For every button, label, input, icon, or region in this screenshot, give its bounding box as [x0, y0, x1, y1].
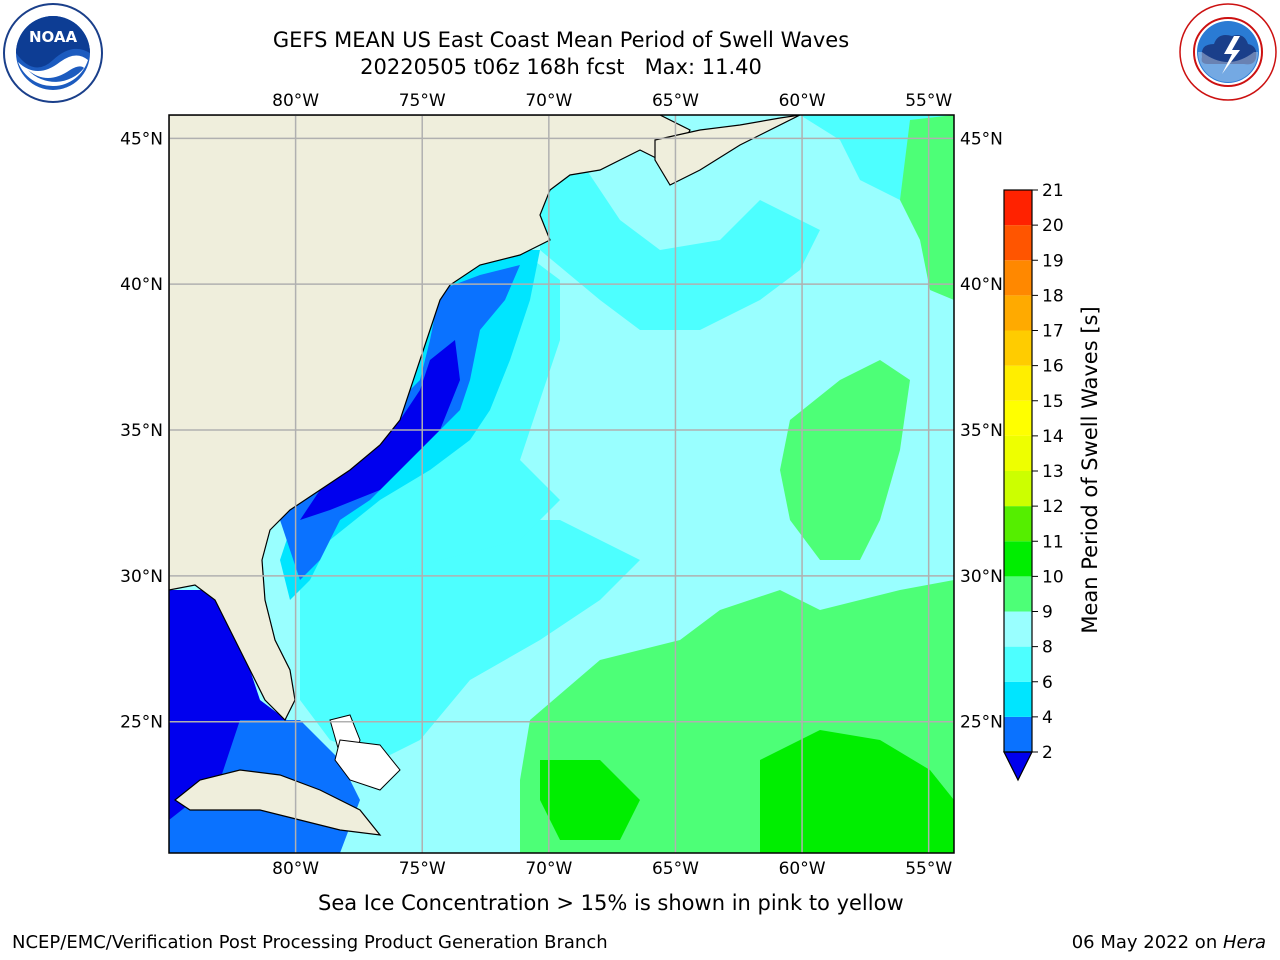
colorbar-tick-label: 16	[1042, 357, 1064, 377]
colorbar-segment	[1004, 646, 1032, 682]
colorbar-tick-label: 2	[1042, 743, 1053, 763]
land-cuba	[173, 769, 382, 836]
colorbar-tick-label: 14	[1042, 427, 1064, 447]
colorbar-tick-label: 21	[1042, 181, 1064, 201]
colorbar-segment	[1004, 506, 1032, 542]
colorbar-segment	[1004, 681, 1032, 717]
field-region-6-8-west	[300, 520, 640, 760]
colorbar-segment	[1004, 365, 1032, 401]
lat-tick-label-right: 30°N	[960, 567, 1003, 587]
map-frame	[168, 114, 955, 854]
lon-tick-label-bottom: 60°W	[779, 859, 826, 879]
colorbar-segment	[1004, 190, 1032, 226]
land-north-america	[169, 115, 691, 722]
lon-tick-label-top: 60°W	[779, 91, 826, 111]
colorbar-segment	[1004, 435, 1032, 471]
field-region-9-10-edge	[900, 115, 954, 300]
colorbar-tick-label: 10	[1042, 567, 1064, 587]
lon-tick-label-bottom: 80°W	[272, 859, 319, 879]
lat-tick-label-left: 25°N	[120, 713, 163, 733]
land-nova-scotia	[654, 115, 801, 186]
lon-tick-label-top: 75°W	[399, 91, 446, 111]
lat-tick-label-right: 45°N	[960, 129, 1003, 149]
colorbar-segment	[1004, 400, 1032, 436]
colorbar-label: Mean Period of Swell Waves [s]	[1078, 306, 1102, 633]
field-region-6-8-north	[540, 115, 954, 330]
colorbar-segment	[1004, 471, 1032, 507]
field-region-10-11-west	[540, 760, 640, 840]
lon-tick-label-bottom: 75°W	[399, 859, 446, 879]
lon-tick-label-top: 70°W	[525, 91, 572, 111]
axis-tick-labels: 80°W 80°W 75°W 75°W 70°W 70°W 65°W 65°W 60°W 60°W…	[120, 91, 1003, 879]
lat-tick-label-left: 30°N	[120, 567, 163, 587]
colorbar-segment	[1004, 611, 1032, 647]
colorbar-tick-label: 8	[1042, 638, 1053, 658]
svg-text:NOAA: NOAA	[29, 28, 78, 46]
footer-machine: Hera	[1222, 932, 1266, 953]
colorbar-tick-label: 15	[1042, 392, 1064, 412]
lon-tick-label-top: 65°W	[652, 91, 699, 111]
field-region-10-11	[760, 730, 954, 853]
lon-tick-label-bottom: 55°W	[905, 859, 952, 879]
chart-subtitle: 20220505 t06z 168h fcst Max: 11.40	[360, 55, 762, 79]
land-bahamas-bank	[334, 739, 401, 791]
colorbar-tick-label: 9	[1042, 603, 1053, 623]
colorbar-tick-label: 18	[1042, 286, 1064, 306]
colorbar-tick-label: 17	[1042, 322, 1064, 342]
field-region-9-10-northeast	[780, 360, 910, 560]
colorbar-segment	[1004, 576, 1032, 612]
colorbar-tick-label: 19	[1042, 251, 1064, 271]
lat-tick-label-right: 25°N	[960, 713, 1003, 733]
lat-tick-label-left: 35°N	[120, 421, 163, 441]
footer-date-text: 06 May 2022 on	[1071, 932, 1223, 953]
colorbar-tick-label: 12	[1042, 497, 1064, 517]
colorbar-tick-label: 13	[1042, 462, 1064, 482]
noaa-logo: NOAA	[3, 3, 103, 103]
lat-tick-label-left: 45°N	[120, 129, 163, 149]
colorbar-segment	[1004, 260, 1032, 296]
lat-tick-label-left: 40°N	[120, 275, 163, 295]
nws-logo	[1179, 3, 1277, 101]
lon-tick-label-top: 80°W	[272, 91, 319, 111]
colorbar-tick-label: 6	[1042, 673, 1053, 693]
colorbar: 2 4 6 8 9 10 11 12 13 14 15 16 17 18 19 20 21 Mean Perio…	[1003, 181, 1102, 782]
colorbar-tick-label: 11	[1042, 532, 1064, 552]
footer-date: 06 May 2022 on Hera	[1072, 932, 1266, 953]
colorbar-segment	[1004, 541, 1032, 577]
land-masses	[169, 115, 801, 836]
footer-branch: NCEP/EMC/Verification Post Processing Pr…	[12, 932, 608, 953]
colorbar-under-arrow	[1003, 751, 1033, 782]
colorbar-segment	[1004, 716, 1032, 752]
lon-tick-label-bottom: 70°W	[525, 859, 572, 879]
colorbar-tick-label: 20	[1042, 216, 1064, 236]
lon-tick-label-top: 55°W	[905, 91, 952, 111]
lat-tick-label-right: 35°N	[960, 421, 1003, 441]
colorbar-segment	[1004, 225, 1032, 261]
colorbar-segment	[1004, 295, 1032, 331]
graticule	[169, 115, 954, 853]
colorbar-tick-label: 4	[1042, 708, 1053, 728]
chart-title: GEFS MEAN US East Coast Mean Period of S…	[272, 28, 850, 52]
sea-ice-note: Sea Ice Concentration > 15% is shown in …	[318, 891, 904, 915]
colorbar-segment	[1004, 330, 1032, 366]
lon-tick-label-bottom: 65°W	[652, 859, 699, 879]
lat-tick-label-right: 40°N	[960, 275, 1003, 295]
